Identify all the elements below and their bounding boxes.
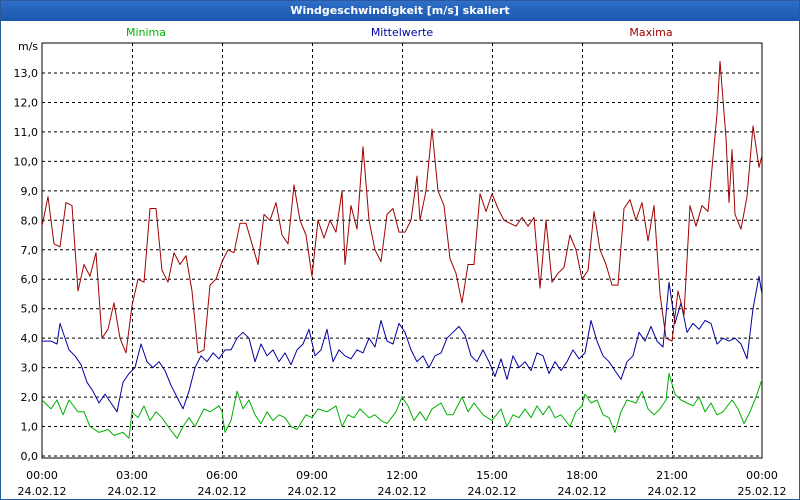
legend-entry-mittelwerte: Mittelwerte xyxy=(371,26,434,39)
y-tick-labels: 0,0 1,0 2,0 3,0 4,0 5,0 6,0 7,0 8,0 9,0 10,0 11,0 12… xyxy=(14,67,39,463)
x-tick-date: 24.02.12 xyxy=(198,485,247,498)
y-tick-label: 2,0 xyxy=(21,391,39,404)
series-line-mittelwerte xyxy=(42,275,763,413)
window-title: Windgeschwindigkeit [m/s] skaliert xyxy=(1,1,799,21)
y-tick-label: 12,0 xyxy=(14,96,39,109)
y-tick-label: 1,0 xyxy=(21,421,39,434)
x-tick-time: 18:00 xyxy=(566,469,598,482)
x-tick-time: 00:00 xyxy=(26,469,58,482)
x-tick-date: 24.02.12 xyxy=(648,485,697,498)
x-tick-time: 03:00 xyxy=(116,469,148,482)
y-tick-label: 13,0 xyxy=(14,67,39,80)
x-tick-time: 06:00 xyxy=(206,469,238,482)
x-tick-date: 24.02.12 xyxy=(108,485,157,498)
y-axis-label: m/s xyxy=(18,40,38,53)
x-tick-time: 09:00 xyxy=(296,469,328,482)
x-tick-time: 15:00 xyxy=(476,469,508,482)
legend-entry-maxima: Maxima xyxy=(629,26,672,39)
y-tick-label: 11,0 xyxy=(14,126,39,139)
y-tick-label: 9,0 xyxy=(21,185,39,198)
x-tick-time: 21:00 xyxy=(656,469,688,482)
x-tick-date: 24.02.12 xyxy=(288,485,337,498)
x-tick-date: 24.02.12 xyxy=(378,485,427,498)
series-line-minima xyxy=(41,373,763,439)
legend-entry-minima: Minima xyxy=(126,26,166,39)
plot-border xyxy=(41,42,763,459)
y-tick-label: 8,0 xyxy=(21,214,39,227)
x-tick-date: 24.02.12 xyxy=(18,485,67,498)
legend: Minima Mittelwerte Maxima xyxy=(126,26,673,39)
y-tick-label: 10,0 xyxy=(14,155,39,168)
x-tick-date: 24.02.12 xyxy=(468,485,517,498)
x-tick-date: 25.02.12 xyxy=(738,485,787,498)
y-tick-label: 5,0 xyxy=(21,303,39,316)
x-tick-time: 00:00 xyxy=(746,469,778,482)
y-tick-label: 7,0 xyxy=(21,244,39,257)
grid-lines xyxy=(42,43,762,458)
y-tick-label: 3,0 xyxy=(21,362,39,375)
series-line-maxima xyxy=(41,60,763,354)
y-tick-label: 4,0 xyxy=(21,332,39,345)
x-tick-date: 24.02.12 xyxy=(558,485,607,498)
y-tick-label: 0,0 xyxy=(21,450,39,463)
x-tick-time: 12:00 xyxy=(386,469,418,482)
y-tick-label: 6,0 xyxy=(21,273,39,286)
x-tick-labels: 00:00 24.02.12 03:00 24.02.12 06:00 24.02.12 0… xyxy=(18,469,787,498)
series-lines xyxy=(41,60,763,439)
